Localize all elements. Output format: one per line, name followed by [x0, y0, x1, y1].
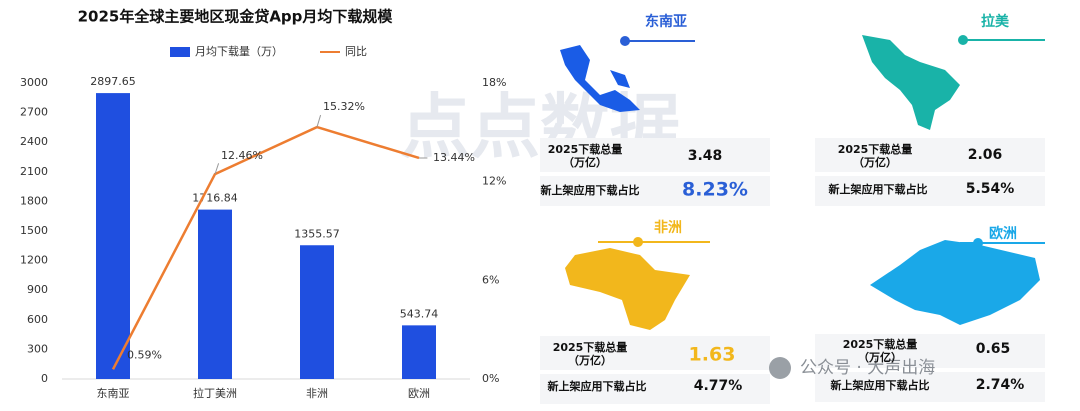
y2-tick-label: 18% — [482, 76, 506, 89]
total-label: 2025下载总量 — [548, 142, 623, 156]
share-label: 新上架应用下载占比 — [829, 182, 928, 196]
x-tick-label: 欧洲 — [408, 387, 430, 400]
share-value: 2.74% — [976, 377, 1025, 393]
bar — [198, 209, 232, 379]
line-value-label: 12.46% — [221, 149, 263, 162]
y2-tick-label: 12% — [482, 175, 506, 188]
map-africa — [565, 248, 690, 330]
y-tick-label: 2700 — [20, 106, 48, 119]
y-tick-label: 300 — [27, 342, 48, 355]
total-label: （万亿） — [858, 350, 902, 364]
y-tick-label: 1500 — [20, 224, 48, 237]
total-value: 0.65 — [976, 341, 1011, 357]
share-value: 8.23% — [682, 179, 748, 201]
region-name: 东南亚 — [645, 13, 687, 30]
wechat-icon — [769, 357, 791, 379]
region-name: 非洲 — [654, 219, 682, 236]
x-tick-label: 拉丁美洲 — [193, 386, 237, 400]
total-label: （万亿） — [568, 353, 612, 367]
total-value: 2.06 — [968, 147, 1003, 163]
bar — [96, 93, 130, 379]
y-tick-label: 2400 — [20, 135, 48, 148]
total-label: 2025下载总量 — [843, 337, 918, 351]
share-value: 5.54% — [966, 181, 1015, 197]
y2-tick-label: 6% — [482, 273, 499, 286]
legend-swatch — [170, 47, 190, 57]
chart-title: 2025年全球主要地区现金贷App月均下载规模 — [78, 8, 394, 26]
y2-tick-label: 0% — [482, 372, 499, 385]
total-label: 2025下载总量 — [838, 142, 913, 156]
x-tick-label: 非洲 — [306, 387, 328, 400]
total-label: 2025下载总量 — [553, 340, 628, 354]
legend-label: 同比 — [345, 45, 367, 58]
region-name: 欧洲 — [989, 225, 1017, 242]
share-label: 新上架应用下载占比 — [548, 379, 647, 393]
bar — [402, 325, 436, 379]
leader-line — [214, 163, 220, 175]
map-sea — [560, 45, 640, 112]
badge: 公众号 · 大声出海 — [800, 358, 935, 378]
share-value: 4.77% — [694, 378, 743, 394]
bar-value-label: 2897.65 — [90, 75, 136, 88]
region-name: 拉美 — [981, 13, 1010, 30]
line-value-label: 15.32% — [323, 100, 365, 113]
y-tick-label: 3000 — [20, 76, 48, 89]
total-label: （万亿） — [853, 155, 897, 169]
y-tick-label: 900 — [27, 283, 48, 296]
legend-label: 月均下载量（万） — [195, 45, 283, 58]
region-markers — [598, 35, 1045, 248]
line-value-label: 0.59% — [127, 348, 162, 361]
map-europe — [870, 240, 1040, 325]
total-value: 1.63 — [689, 344, 736, 366]
x-tick-label: 东南亚 — [97, 387, 130, 400]
y-tick-label: 2100 — [20, 165, 48, 178]
bar-value-label: 1355.57 — [294, 227, 340, 240]
bar-value-label: 543.74 — [400, 307, 439, 320]
bar — [300, 245, 334, 379]
total-label: （万亿） — [563, 155, 607, 169]
y-tick-label: 0 — [41, 372, 48, 385]
share-label: 新上架应用下载占比 — [831, 378, 930, 392]
panel-backgrounds — [540, 138, 1045, 404]
leader-line — [316, 114, 322, 128]
line-value-label: 13.44% — [433, 151, 475, 164]
share-label: 新上架应用下载占比 — [541, 183, 640, 197]
total-value: 3.48 — [688, 148, 723, 164]
line — [111, 125, 420, 370]
map-latam — [862, 35, 960, 130]
y-tick-label: 1200 — [20, 254, 48, 267]
y-tick-label: 600 — [27, 313, 48, 326]
y-tick-label: 1800 — [20, 194, 48, 207]
